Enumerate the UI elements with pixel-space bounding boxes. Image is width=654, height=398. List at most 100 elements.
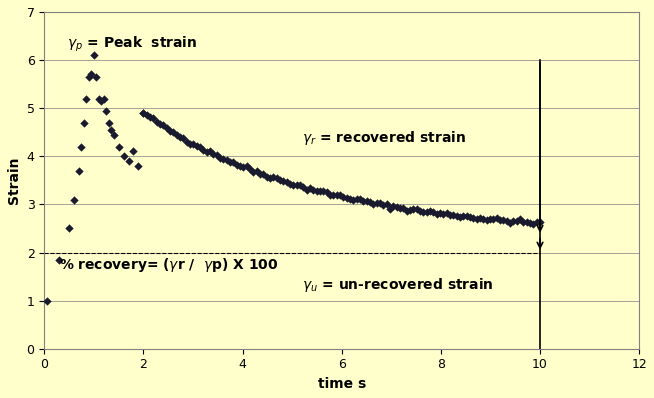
- Point: [158, 122, 169, 128]
- Point: [113, 144, 124, 150]
- Point: [405, 206, 415, 213]
- Point: [218, 156, 229, 162]
- Point: [308, 187, 318, 193]
- Point: [228, 159, 239, 166]
- Point: [478, 216, 489, 222]
- Point: [301, 186, 312, 193]
- Point: [328, 192, 339, 198]
- Point: [428, 209, 439, 215]
- Point: [138, 109, 148, 116]
- Point: [215, 155, 225, 161]
- Point: [275, 177, 285, 183]
- Point: [432, 211, 442, 217]
- Text: $\gamma_r$ = recovered strain: $\gamma_r$ = recovered strain: [302, 129, 466, 147]
- Point: [441, 210, 452, 217]
- Point: [515, 216, 525, 222]
- Point: [201, 149, 212, 155]
- Point: [511, 218, 522, 224]
- Point: [188, 141, 199, 147]
- Point: [322, 189, 332, 195]
- Point: [502, 217, 512, 224]
- Point: [155, 121, 165, 128]
- Point: [185, 140, 196, 147]
- Point: [288, 181, 299, 188]
- Point: [535, 219, 545, 226]
- Point: [208, 151, 218, 157]
- Point: [475, 215, 485, 222]
- Point: [101, 107, 111, 114]
- Point: [351, 196, 362, 202]
- Point: [64, 225, 75, 232]
- Point: [335, 192, 345, 199]
- Point: [435, 210, 445, 216]
- Point: [222, 156, 232, 163]
- Point: [392, 204, 402, 210]
- Point: [86, 71, 97, 78]
- Point: [445, 212, 455, 219]
- Point: [408, 206, 419, 213]
- Point: [411, 206, 422, 212]
- Point: [118, 153, 129, 160]
- Point: [362, 198, 372, 204]
- Point: [451, 213, 462, 219]
- Point: [248, 168, 258, 175]
- Point: [88, 52, 99, 59]
- Point: [355, 196, 366, 202]
- Point: [365, 199, 375, 205]
- Text: $\gamma_u$ = un-recovered strain: $\gamma_u$ = un-recovered strain: [302, 276, 494, 294]
- Point: [128, 148, 139, 155]
- Point: [76, 144, 86, 150]
- Point: [145, 114, 155, 120]
- X-axis label: time s: time s: [318, 377, 366, 391]
- Point: [168, 129, 179, 135]
- Point: [458, 213, 469, 219]
- Point: [415, 208, 425, 215]
- Point: [238, 164, 249, 170]
- Point: [235, 162, 245, 169]
- Point: [265, 175, 275, 181]
- Point: [381, 201, 392, 207]
- Point: [518, 219, 528, 225]
- Point: [165, 128, 175, 134]
- Point: [508, 218, 519, 224]
- Point: [425, 208, 436, 215]
- Point: [54, 257, 64, 263]
- Point: [258, 171, 269, 177]
- Point: [498, 217, 509, 223]
- Point: [462, 213, 472, 220]
- Point: [181, 139, 192, 145]
- Point: [298, 183, 309, 190]
- Point: [375, 200, 385, 206]
- Point: [232, 162, 242, 168]
- Point: [528, 220, 539, 227]
- Point: [69, 197, 79, 203]
- Point: [271, 175, 282, 181]
- Point: [198, 146, 209, 153]
- Point: [99, 96, 109, 102]
- Point: [292, 182, 302, 189]
- Y-axis label: Strain: Strain: [7, 156, 21, 204]
- Point: [472, 216, 482, 222]
- Point: [465, 214, 475, 220]
- Point: [192, 143, 202, 150]
- Point: [81, 96, 92, 102]
- Point: [178, 135, 188, 141]
- Point: [495, 217, 506, 223]
- Point: [332, 192, 342, 198]
- Point: [315, 187, 325, 194]
- Point: [162, 125, 172, 131]
- Point: [485, 216, 495, 222]
- Point: [195, 144, 205, 150]
- Point: [481, 217, 492, 223]
- Point: [245, 166, 255, 172]
- Point: [438, 211, 449, 217]
- Point: [421, 209, 432, 215]
- Point: [138, 110, 148, 116]
- Point: [325, 191, 336, 198]
- Point: [318, 188, 328, 194]
- Point: [225, 159, 235, 166]
- Text: $\gamma_p$ = Peak  strain: $\gamma_p$ = Peak strain: [67, 35, 197, 55]
- Point: [521, 219, 532, 225]
- Point: [94, 96, 104, 102]
- Point: [141, 112, 152, 119]
